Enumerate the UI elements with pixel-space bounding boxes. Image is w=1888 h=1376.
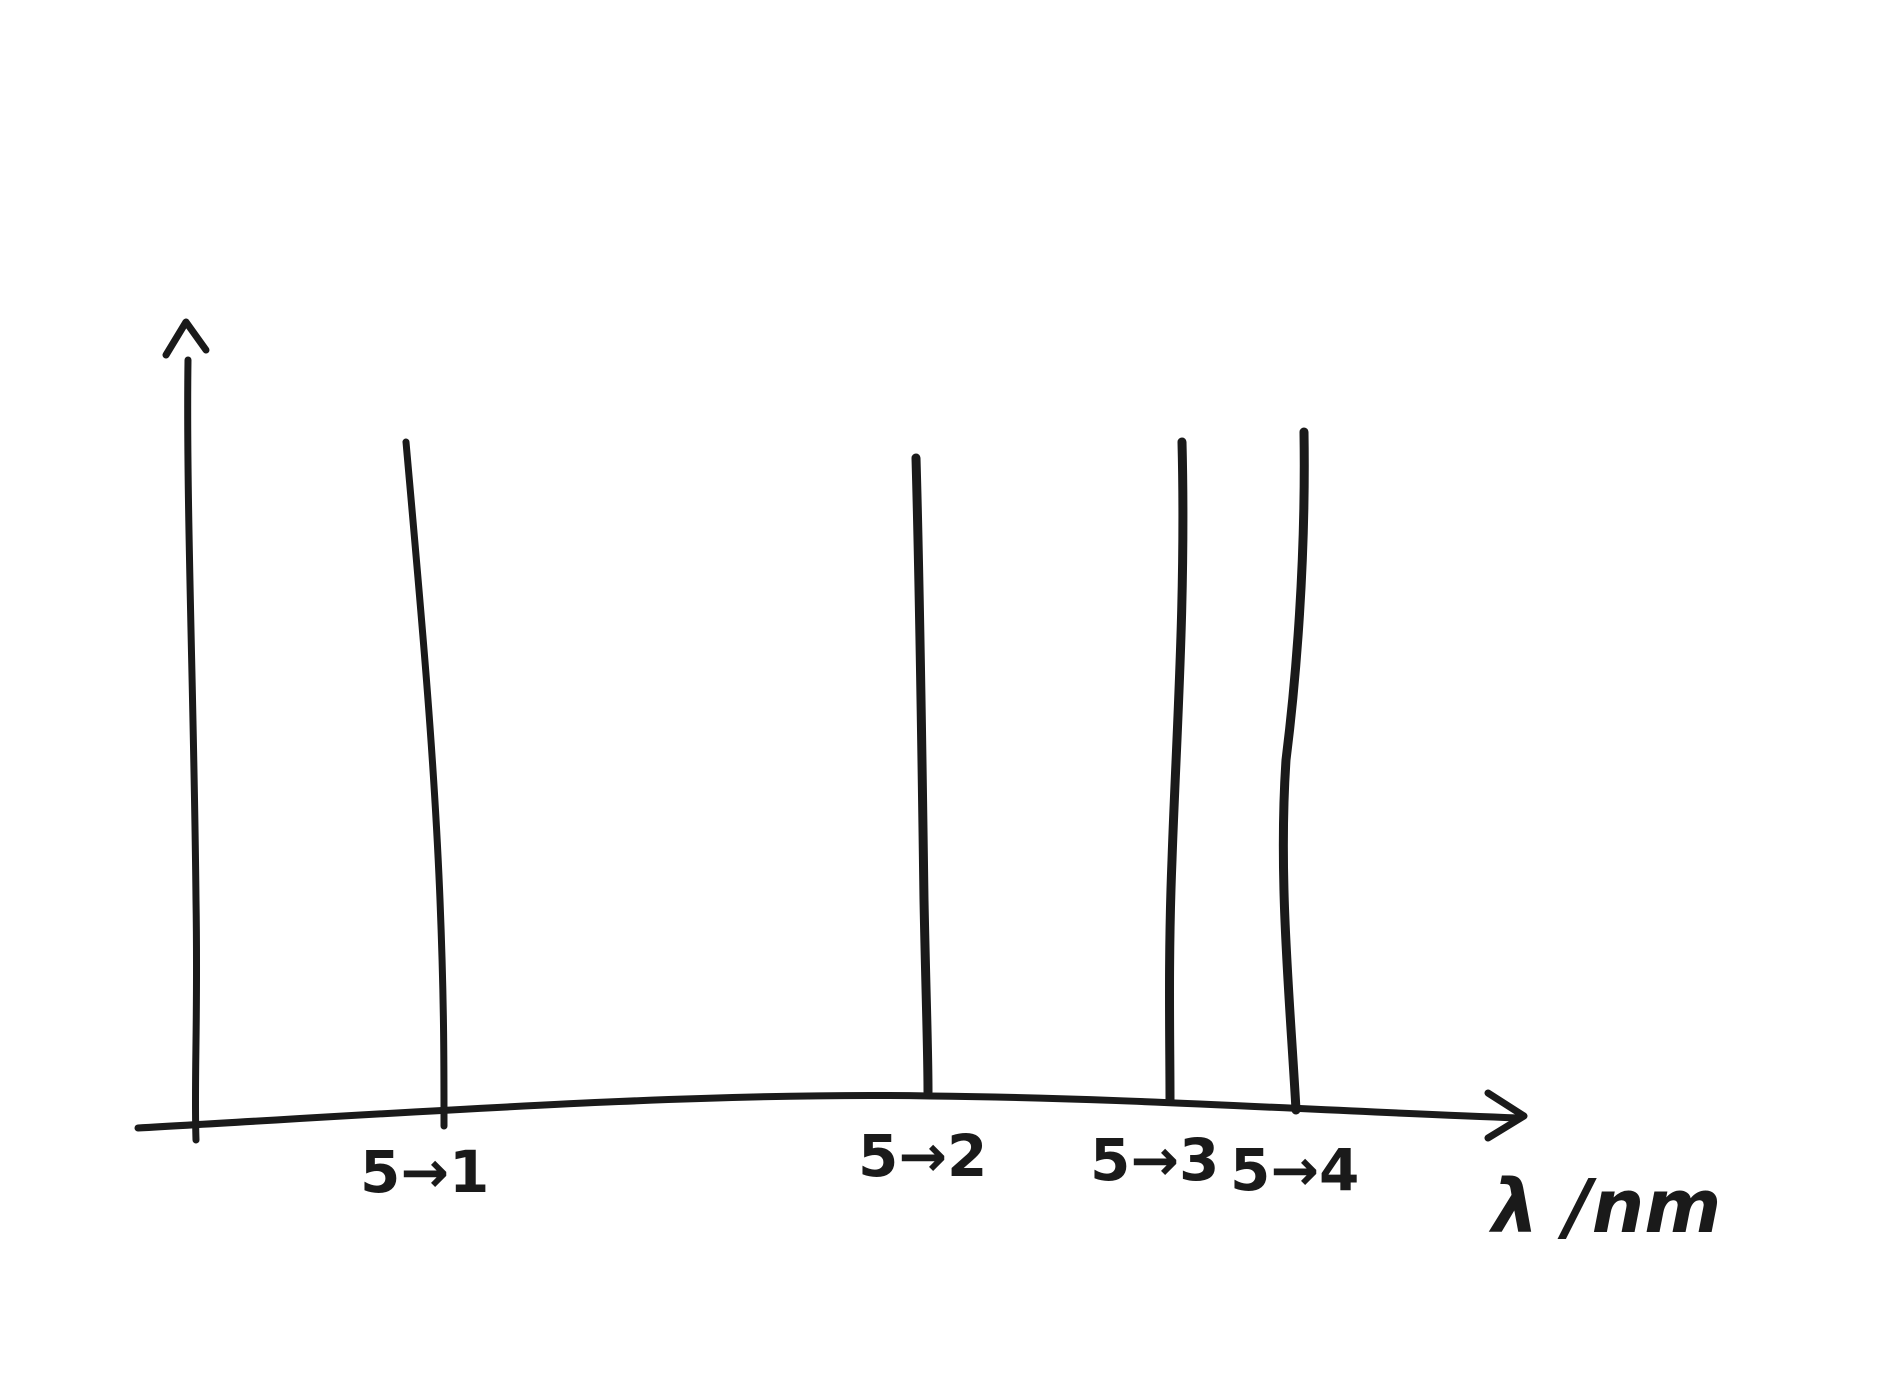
line-labels: 5→1 5→2 5→3 5→4: [360, 1122, 1359, 1206]
y-axis: [162, 318, 210, 1144]
y-axis-line: [184, 356, 201, 1144]
x-axis: λ /nm: [134, 1089, 1721, 1250]
x-axis-label: λ /nm: [1488, 1164, 1721, 1250]
spectral-lines: [402, 427, 1309, 1130]
spectral-line: [402, 438, 448, 1130]
x-axis-line: [134, 1091, 1524, 1132]
spectral-line: [1278, 427, 1309, 1115]
x-axis-arrow-icon: [1484, 1089, 1528, 1142]
spectral-line: [1165, 437, 1188, 1105]
spectral-line: [911, 453, 933, 1097]
line-label: 5→3: [1090, 1126, 1219, 1194]
line-label: 5→2: [858, 1122, 987, 1190]
y-axis-arrow-icon: [162, 318, 210, 359]
line-label: 5→4: [1230, 1136, 1359, 1204]
line-label: 5→1: [360, 1138, 489, 1206]
